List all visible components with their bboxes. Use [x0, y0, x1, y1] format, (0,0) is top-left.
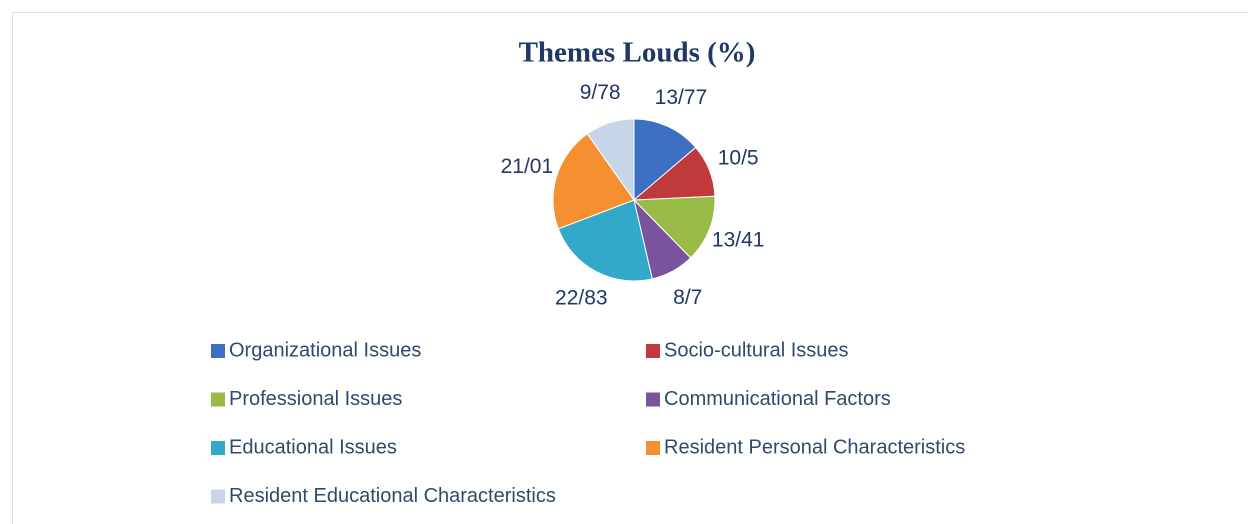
legend-swatch: [211, 392, 225, 407]
pie-slice: [586, 118, 635, 202]
data-label: 13/77: [655, 86, 708, 109]
legend-label: Professional Issues: [229, 388, 402, 410]
legend-label: Organizational Issues: [229, 339, 421, 361]
data-label: 8/7: [673, 286, 702, 309]
legend-label: Educational Issues: [229, 436, 397, 458]
data-label: 10/5: [718, 146, 759, 169]
data-label: 13/41: [712, 229, 765, 252]
pie-slice: [632, 195, 716, 259]
chart-border: [12, 12, 1248, 524]
legend-label: Socio-cultural Issues: [664, 339, 849, 361]
legend-label: Resident Personal Characteristics: [664, 436, 965, 458]
legend-swatch: [211, 441, 225, 455]
data-label: 22/83: [555, 286, 608, 309]
legend-swatch: [211, 344, 225, 358]
legend-swatch: [646, 441, 660, 455]
legend-label: Resident Educational Characteristics: [229, 485, 556, 507]
chart-title: Themes Louds (%): [519, 37, 756, 69]
legend-swatch: [646, 344, 660, 358]
legend-swatch: [211, 489, 225, 504]
data-label: 21/01: [501, 155, 554, 178]
legend-swatch: [646, 392, 660, 407]
data-label: 9/78: [580, 81, 621, 104]
legend-label: Communicational Factors: [664, 388, 891, 410]
pie-slice: [633, 118, 697, 202]
pie-slice: [552, 133, 635, 230]
